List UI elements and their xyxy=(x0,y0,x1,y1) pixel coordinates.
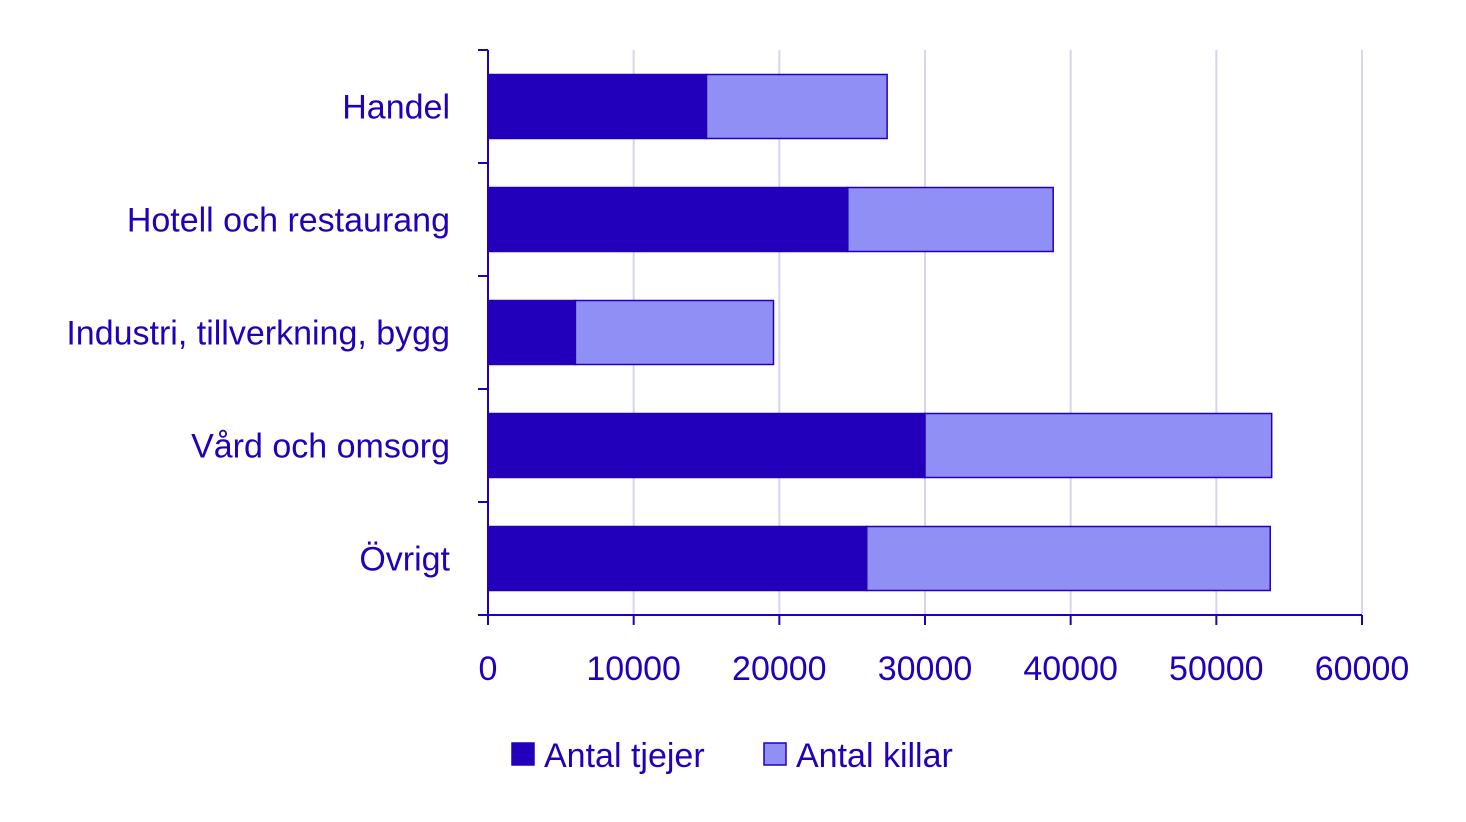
x-tick-label: 30000 xyxy=(878,650,973,688)
bar-segment-tjejer xyxy=(487,73,708,140)
bar-segment-tjejer xyxy=(487,186,849,253)
grid-lines xyxy=(632,50,1363,615)
bar-segment-tjejer xyxy=(487,412,926,479)
bar-segment-killar xyxy=(574,299,775,366)
x-tick-label: 50000 xyxy=(1169,650,1264,688)
x-tick-label: 10000 xyxy=(586,650,681,688)
category-label: Övrigt xyxy=(359,541,450,579)
bar-segment-killar xyxy=(865,525,1271,592)
category-label: Industri, tillverkning, bygg xyxy=(66,315,450,353)
category-label: Handel xyxy=(342,89,450,127)
x-tick-label: 20000 xyxy=(732,650,827,688)
axes xyxy=(478,49,1363,625)
bar-segment-killar xyxy=(924,412,1273,479)
x-tick-label: 60000 xyxy=(1315,650,1410,688)
category-label: Vård och omsorg xyxy=(191,428,450,466)
bar-segment-tjejer xyxy=(487,525,868,592)
legend-label: Antal tjejer xyxy=(544,737,705,775)
legend-swatch xyxy=(511,742,535,766)
bar-segment-killar xyxy=(705,73,888,140)
bars xyxy=(487,73,1273,592)
bar-segment-tjejer xyxy=(487,299,577,366)
x-tick-label: 0 xyxy=(479,650,498,688)
legend-label: Antal killar xyxy=(796,737,953,775)
legend-swatch xyxy=(763,742,787,766)
legend: Antal tjejer Antal killar xyxy=(511,737,953,775)
x-tick-label: 40000 xyxy=(1023,650,1118,688)
labels: 0 10000 20000 30000 40000 50000 60000 Handel Hot… xyxy=(66,89,1409,689)
bar-segment-killar xyxy=(847,186,1054,253)
category-label: Hotell och restaurang xyxy=(127,202,450,240)
